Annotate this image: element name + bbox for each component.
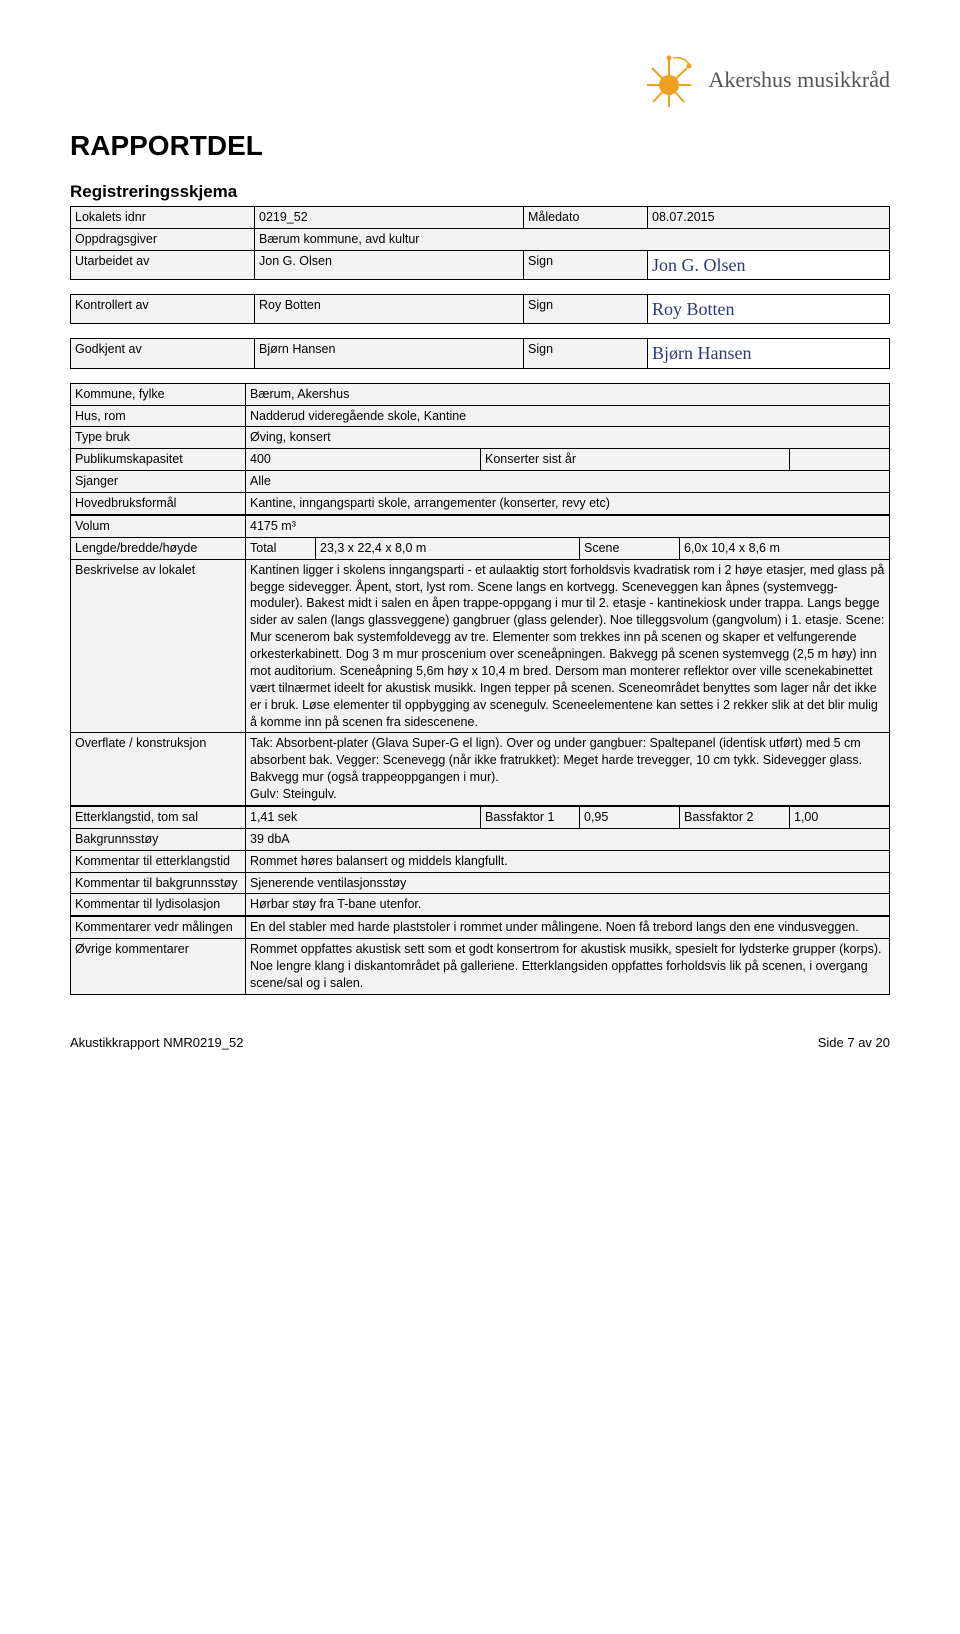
cell-label: Godkjent av: [71, 339, 255, 368]
footer-left: Akustikkrapport NMR0219_52: [70, 1035, 243, 1050]
cell-label: Sjanger: [71, 471, 246, 493]
table-kontrollert: Kontrollert av Roy Botten Sign Roy Botte…: [70, 294, 890, 324]
signature: Roy Botten: [652, 299, 735, 319]
cell-label: Øvrige kommentarer: [71, 939, 246, 995]
cell-label: Kommentar til lydisolasjon: [71, 894, 246, 916]
cell-value: Kantinen ligger i skolens inngangsparti …: [246, 559, 890, 733]
page-title: RAPPORTDEL: [70, 130, 890, 162]
cell-label: Lengde/bredde/høyde: [71, 537, 246, 559]
cell-label: Publikumskapasitet: [71, 449, 246, 471]
cell-value: 1,41 sek: [246, 806, 481, 828]
cell-value: Bjørn Hansen: [255, 339, 524, 368]
cell-value: Tak: Absorbent-plater (Glava Super-G el …: [246, 733, 890, 806]
cell-label: Bassfaktor 1: [481, 806, 580, 828]
cell-value: 39 dbA: [246, 828, 890, 850]
cell-label: Konserter sist år: [481, 449, 790, 471]
cell-label: Kommentarer vedr målingen: [71, 916, 246, 938]
cell-label: Type bruk: [71, 427, 246, 449]
footer-right: Side 7 av 20: [818, 1035, 890, 1050]
cell-value: 08.07.2015: [648, 207, 890, 229]
table-header-info: Lokalets idnr 0219_52 Måledato 08.07.201…: [70, 206, 890, 280]
cell-value: 0219_52: [255, 207, 524, 229]
cell-label: Bakgrunnsstøy: [71, 828, 246, 850]
cell-value: 400: [246, 449, 481, 471]
signature-cell: Bjørn Hansen: [648, 339, 890, 368]
cell-label: Lokalets idnr: [71, 207, 255, 229]
signature: Jon G. Olsen: [652, 255, 746, 275]
table-godkjent: Godkjent av Bjørn Hansen Sign Bjørn Hans…: [70, 338, 890, 368]
subtitle: Registreringsskjema: [70, 182, 890, 202]
signature: Bjørn Hansen: [652, 343, 751, 363]
cell-label: Sign: [524, 339, 648, 368]
cell-value: Nadderud videregående skole, Kantine: [246, 405, 890, 427]
cell-value: Bærum kommune, avd kultur: [255, 228, 890, 250]
header-logo-row: Akershus musikkråd: [70, 50, 890, 110]
logo: Akershus musikkråd: [639, 50, 890, 110]
sun-icon: [639, 50, 699, 110]
cell-value: [790, 449, 890, 471]
cell-label: Kontrollert av: [71, 295, 255, 324]
cell-value: 6,0x 10,4 x 8,6 m: [680, 537, 890, 559]
cell-label: Måledato: [524, 207, 648, 229]
table-main: Kommune, fylke Bærum, Akershus Hus, rom …: [70, 383, 890, 995]
cell-value: Kantine, inngangsparti skole, arrangemen…: [246, 493, 890, 515]
cell-value: Rommet oppfattes akustisk sett som et go…: [246, 939, 890, 995]
cell-label: Overflate / konstruksjon: [71, 733, 246, 806]
cell-value: Bærum, Akershus: [246, 383, 890, 405]
cell-value: 23,3 x 22,4 x 8,0 m: [316, 537, 580, 559]
cell-label: Total: [246, 537, 316, 559]
cell-label: Bassfaktor 2: [680, 806, 790, 828]
cell-label: Beskrivelse av lokalet: [71, 559, 246, 733]
cell-value: Sjenerende ventilasjonsstøy: [246, 872, 890, 894]
logo-text: Akershus musikkråd: [709, 67, 890, 93]
cell-label: Utarbeidet av: [71, 250, 255, 279]
cell-label: Oppdragsgiver: [71, 228, 255, 250]
cell-value: Roy Botten: [255, 295, 524, 324]
cell-label: Scene: [580, 537, 680, 559]
cell-label: Hus, rom: [71, 405, 246, 427]
cell-label: Etterklangstid, tom sal: [71, 806, 246, 828]
cell-value: 4175 m³: [246, 515, 890, 537]
cell-label: Kommentar til etterklangstid: [71, 850, 246, 872]
cell-value: 1,00: [790, 806, 890, 828]
cell-value: Øving, konsert: [246, 427, 890, 449]
cell-value: Hørbar støy fra T-bane utenfor.: [246, 894, 890, 916]
signature-cell: Jon G. Olsen: [648, 250, 890, 279]
cell-label: Hovedbruksformål: [71, 493, 246, 515]
cell-label: Sign: [524, 250, 648, 279]
cell-value: Alle: [246, 471, 890, 493]
cell-label: Sign: [524, 295, 648, 324]
footer: Akustikkrapport NMR0219_52 Side 7 av 20: [70, 1035, 890, 1050]
cell-value: En del stabler med harde plaststoler i r…: [246, 916, 890, 938]
cell-label: Kommentar til bakgrunnsstøy: [71, 872, 246, 894]
signature-cell: Roy Botten: [648, 295, 890, 324]
cell-value: Rommet høres balansert og middels klangf…: [246, 850, 890, 872]
cell-label: Kommune, fylke: [71, 383, 246, 405]
cell-value: 0,95: [580, 806, 680, 828]
cell-value: Jon G. Olsen: [255, 250, 524, 279]
cell-label: Volum: [71, 515, 246, 537]
